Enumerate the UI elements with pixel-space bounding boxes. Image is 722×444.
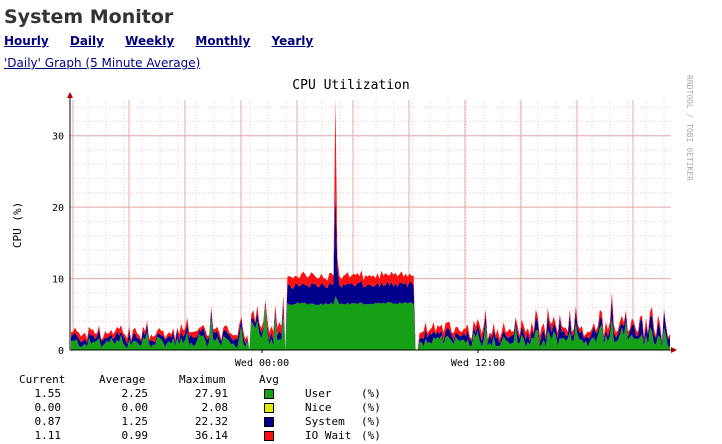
x-tick-label: Wed 12:00 — [451, 358, 505, 369]
legend-series-name: IO Wait — [305, 429, 352, 442]
y-tick-label: 0 — [58, 346, 64, 357]
legend-swatch — [264, 403, 274, 413]
legend-current: 1.11 — [34, 429, 62, 442]
legend-header-average: Average — [99, 373, 146, 386]
legend-series-name: System — [305, 415, 345, 428]
chart-title: CPU Utilization — [292, 78, 409, 93]
nav-hourly-link[interactable]: Hourly — [4, 34, 49, 48]
nav-monthly-link[interactable]: Monthly — [195, 34, 251, 48]
legend-maximum: 27.91 — [194, 387, 228, 400]
series-iowait-area — [71, 97, 670, 351]
axes: 0 10 20 30 Wed 00:00 Wed 12:00 — [52, 92, 677, 369]
nav-weekly-link[interactable]: Weekly — [125, 34, 175, 48]
page-title: System Monitor — [4, 6, 174, 28]
legend-header-current: Current — [19, 373, 66, 386]
legend-series-name: User — [305, 387, 332, 400]
legend-header-avg: Avg — [259, 373, 279, 386]
legend-current: 1.55 — [34, 387, 62, 400]
y-axis-arrow — [67, 92, 73, 98]
legend-swatch — [264, 389, 274, 399]
cpu-graph-svg: CPU Utilization CPU (%) RRDTOOL / TOBI O… — [11, 75, 694, 369]
legend-average: 0.99 — [121, 429, 149, 442]
legend-maximum: 36.14 — [194, 429, 228, 442]
legend-current: 0.00 — [34, 401, 62, 414]
legend-swatch — [264, 417, 274, 427]
data-area — [71, 97, 670, 351]
legend-unit: (%) — [361, 387, 381, 400]
legend-series-name: Nice — [305, 401, 332, 414]
legend-unit: (%) — [361, 401, 381, 414]
nav-daily-link[interactable]: Daily — [69, 34, 104, 48]
y-tick-label: 10 — [52, 275, 64, 286]
legend-maximum: 22.32 — [194, 415, 228, 428]
legend-maximum: 2.08 — [201, 401, 229, 414]
legend-average: 1.25 — [121, 415, 149, 428]
legend-current: 0.87 — [34, 415, 62, 428]
rrdtool-watermark: RRDTOOL / TOBI OETIKER — [685, 75, 694, 181]
period-nav: Hourly Daily Weekly Monthly Yearly — [4, 34, 330, 48]
y-tick-label: 30 — [52, 132, 64, 143]
x-tick-label: Wed 00:00 — [235, 358, 289, 369]
series-user-area — [71, 296, 670, 350]
x-axis-arrow — [671, 347, 677, 353]
legend-swatch — [264, 431, 274, 441]
legend-header-maximum: Maximum — [179, 373, 226, 386]
legend-average: 2.25 — [121, 387, 149, 400]
nav-yearly-link[interactable]: Yearly — [271, 34, 314, 48]
legend-unit: (%) — [361, 415, 381, 428]
legend-average: 0.00 — [121, 401, 149, 414]
cpu-graph: CPU Utilization CPU (%) RRDTOOL / TOBI O… — [0, 72, 722, 444]
y-tick-label: 20 — [52, 203, 64, 214]
legend-unit: (%) — [361, 429, 381, 442]
y-axis-label: CPU (%) — [11, 202, 24, 248]
daily-graph-link[interactable]: 'Daily' Graph (5 Minute Average) — [4, 56, 201, 70]
